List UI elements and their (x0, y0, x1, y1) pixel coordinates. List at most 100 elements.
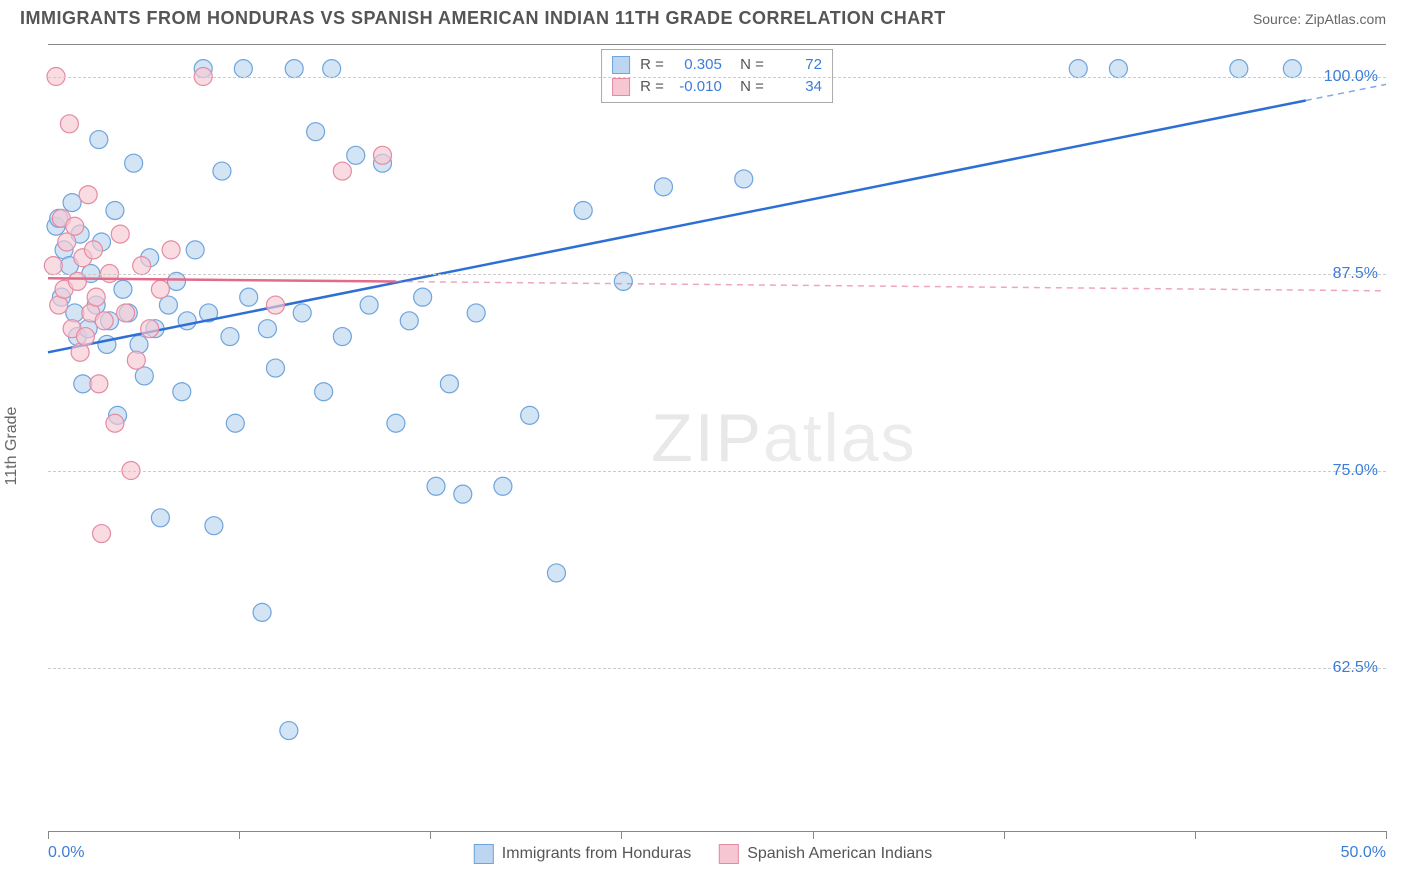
legend-label: Spanish American Indians (747, 845, 932, 863)
source-prefix: Source: (1253, 11, 1305, 27)
scatter-point (1069, 60, 1087, 78)
scatter-point (133, 257, 151, 275)
scatter-point (173, 383, 191, 401)
x-tick (1195, 831, 1196, 839)
scatter-point (106, 201, 124, 219)
scatter-point (205, 517, 223, 535)
source-attribution: Source: ZipAtlas.com (1253, 11, 1386, 27)
source-name: ZipAtlas.com (1305, 11, 1386, 27)
scatter-point (323, 60, 341, 78)
scatter-point (44, 257, 62, 275)
scatter-point (117, 304, 135, 322)
scatter-point (315, 383, 333, 401)
x-axis-min-label: 0.0% (48, 844, 84, 862)
y-tick-label: 87.5% (1333, 265, 1378, 283)
x-tick (48, 831, 49, 839)
scatter-point (111, 225, 129, 243)
scatter-point (125, 154, 143, 172)
scatter-point (167, 272, 185, 290)
scatter-point (226, 414, 244, 432)
scatter-point (400, 312, 418, 330)
x-axis-max-label: 50.0% (1341, 844, 1386, 862)
scatter-point (76, 328, 94, 346)
scatter-point (106, 414, 124, 432)
legend-label: Immigrants from Honduras (502, 845, 691, 863)
grid-line (48, 471, 1386, 472)
scatter-point (58, 233, 76, 251)
scatter-point (68, 272, 86, 290)
scatter-point (213, 162, 231, 180)
scatter-point (333, 328, 351, 346)
plot-area: ZIPatlas R =0.305 N =72R =-0.010 N =34 1… (48, 44, 1386, 832)
x-tick (1386, 831, 1387, 839)
scatter-point (240, 288, 258, 306)
scatter-point (347, 146, 365, 164)
scatter-point (414, 288, 432, 306)
stat-n-label: N = (732, 76, 764, 98)
stats-legend-row: R = 0.305 N = 72 (612, 54, 822, 76)
scatter-point (440, 375, 458, 393)
scatter-point (84, 241, 102, 259)
chart-title: IMMIGRANTS FROM HONDURAS VS SPANISH AMER… (20, 8, 946, 29)
scatter-point (293, 304, 311, 322)
scatter-point (87, 288, 105, 306)
stats-legend-row: R =-0.010 N =34 (612, 76, 822, 98)
scatter-point (159, 296, 177, 314)
scatter-point (60, 115, 78, 133)
stat-n-value: 34 (774, 76, 822, 98)
legend-swatch (719, 844, 739, 864)
scatter-point (547, 564, 565, 582)
y-tick-label: 62.5% (1333, 659, 1378, 677)
y-tick-label: 100.0% (1324, 68, 1378, 86)
stat-n-value: 72 (774, 54, 822, 76)
scatter-point (162, 241, 180, 259)
scatter-point (427, 477, 445, 495)
stat-r-label: R = (640, 76, 664, 98)
scatter-point (141, 320, 159, 338)
series-legend: Immigrants from Honduras Spanish American… (474, 844, 932, 864)
scatter-point (614, 272, 632, 290)
scatter-point (266, 296, 284, 314)
scatter-point (374, 146, 392, 164)
scatter-point (186, 241, 204, 259)
grid-line (48, 77, 1386, 78)
x-tick (621, 831, 622, 839)
scatter-point (90, 375, 108, 393)
chart-svg (48, 45, 1386, 831)
scatter-point (74, 375, 92, 393)
scatter-point (234, 60, 252, 78)
scatter-point (285, 60, 303, 78)
y-axis-label: 11th Grade (3, 407, 21, 486)
scatter-point (1109, 60, 1127, 78)
scatter-point (654, 178, 672, 196)
scatter-point (280, 722, 298, 740)
scatter-point (494, 477, 512, 495)
legend-swatch (612, 56, 630, 74)
scatter-point (574, 201, 592, 219)
regression-line-dashed (1306, 84, 1386, 100)
scatter-point (130, 335, 148, 353)
stat-n-label: N = (732, 54, 764, 76)
scatter-point (178, 312, 196, 330)
y-tick-label: 75.0% (1333, 462, 1378, 480)
scatter-point (221, 328, 239, 346)
scatter-point (266, 359, 284, 377)
scatter-point (1230, 60, 1248, 78)
scatter-point (79, 186, 97, 204)
regression-line-dashed (396, 282, 1386, 291)
regression-line (48, 100, 1306, 352)
x-tick (813, 831, 814, 839)
scatter-point (333, 162, 351, 180)
scatter-point (735, 170, 753, 188)
scatter-point (114, 280, 132, 298)
legend-swatch (474, 844, 494, 864)
scatter-point (307, 123, 325, 141)
scatter-point (151, 280, 169, 298)
scatter-point (521, 406, 539, 424)
grid-line (48, 668, 1386, 669)
scatter-point (151, 509, 169, 527)
x-tick (430, 831, 431, 839)
stat-r-value: 0.305 (674, 54, 722, 76)
stat-r-label: R = (640, 54, 664, 76)
scatter-point (135, 367, 153, 385)
